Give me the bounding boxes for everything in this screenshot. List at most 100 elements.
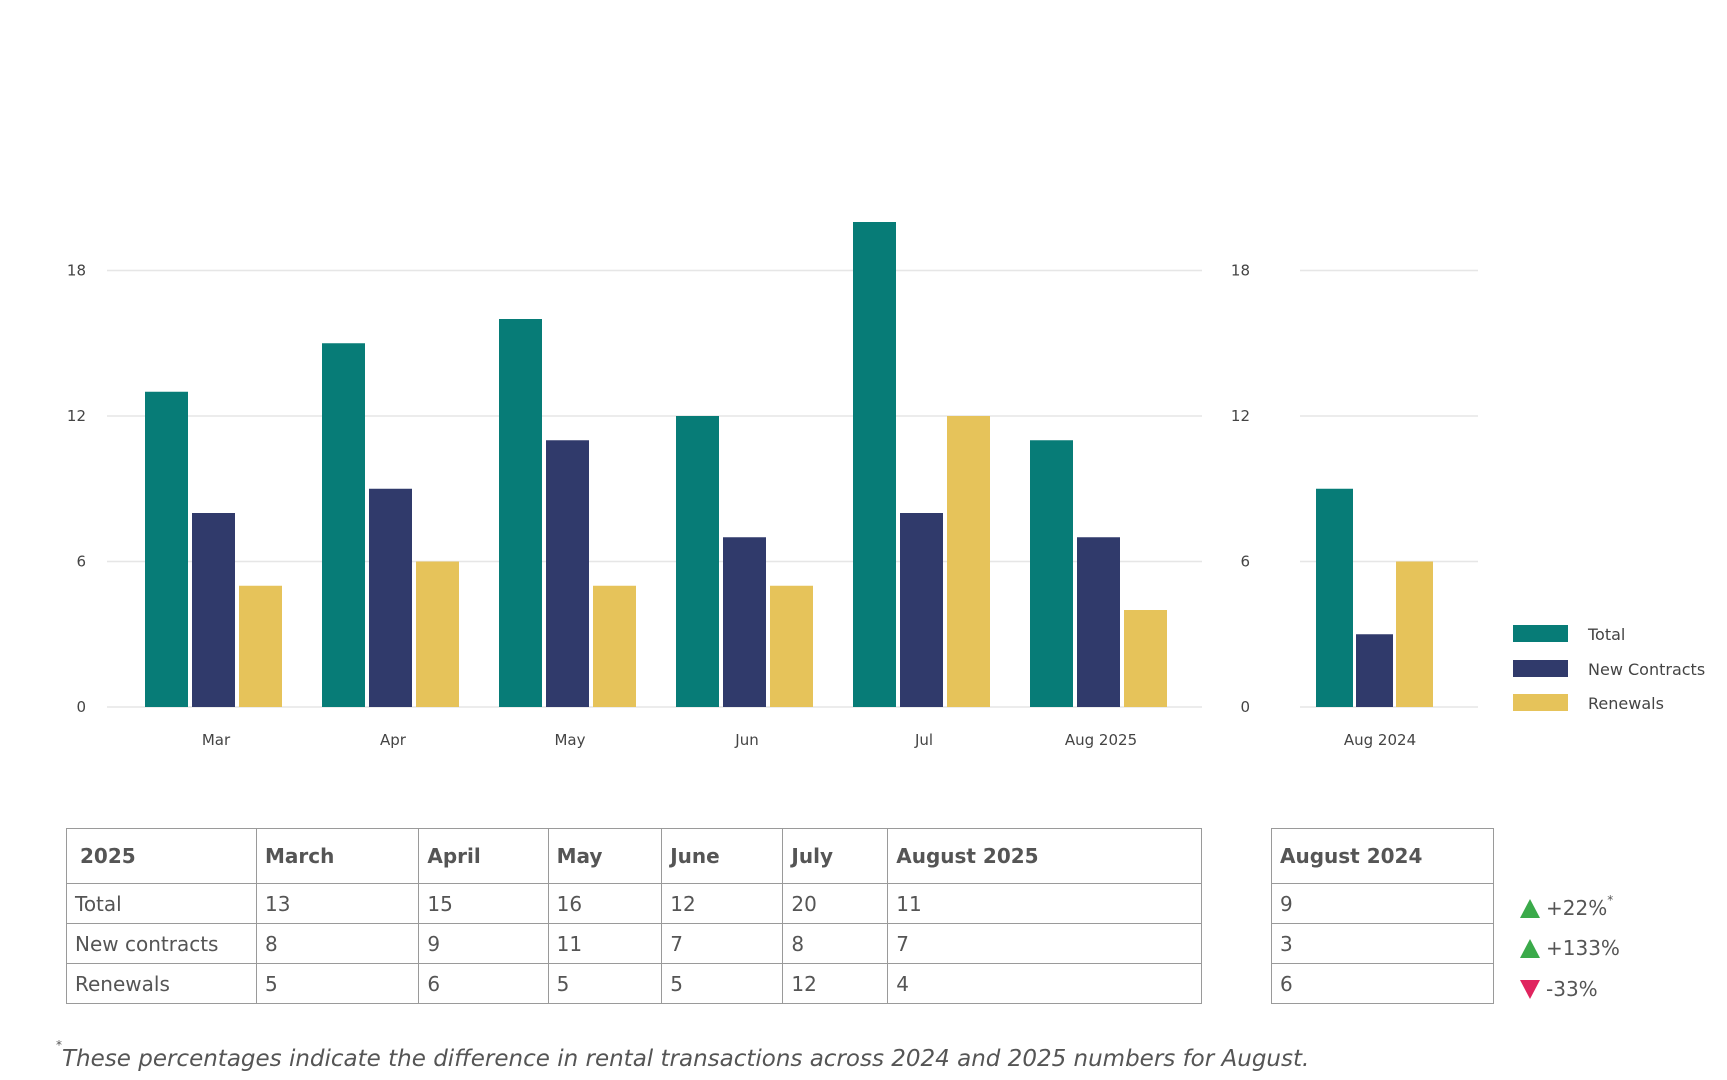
change-total: +22% * bbox=[1520, 893, 1614, 920]
change-renewals: -33% bbox=[1520, 977, 1598, 1001]
change-renewals-value: -33% bbox=[1546, 977, 1598, 1001]
legend: Total New Contracts Renewals bbox=[1513, 625, 1705, 713]
bar-renewals bbox=[1396, 561, 1433, 707]
y-tick-label: 6 bbox=[76, 553, 86, 571]
table-header-row: 2025 March April May June July August 20… bbox=[66, 828, 1202, 884]
august-2024-table: August 2024 9 3 6 bbox=[1271, 828, 1494, 1004]
table-cell: 11 bbox=[887, 883, 1202, 924]
table-cell: Renewals bbox=[66, 963, 257, 1004]
legend-swatch-total bbox=[1513, 625, 1568, 642]
table-cell: 5 bbox=[661, 963, 784, 1004]
bars bbox=[145, 222, 1433, 707]
table-header-cell: July bbox=[782, 828, 889, 884]
triangle-down-icon bbox=[1520, 979, 1540, 999]
bar-new-contracts bbox=[1356, 634, 1393, 707]
bar-total bbox=[676, 416, 719, 707]
y-tick-label: 12 bbox=[67, 407, 86, 425]
table-cell: 11 bbox=[547, 923, 663, 964]
table-header-cell: August 2025 bbox=[887, 828, 1202, 884]
table-header-cell: March bbox=[255, 828, 420, 884]
table-cell: 12 bbox=[661, 883, 784, 924]
table-row: 3 bbox=[1271, 923, 1494, 964]
table-cell: 9 bbox=[418, 923, 549, 964]
table-header-cell: June bbox=[661, 828, 784, 884]
table-row: 9 bbox=[1271, 883, 1494, 924]
x-tick-label: Aug 2025 bbox=[1065, 731, 1137, 749]
y-tick-label: 18 bbox=[67, 262, 86, 280]
bar-renewals bbox=[770, 585, 813, 707]
table-header-cell: 2025 bbox=[66, 828, 257, 884]
table-row: Renewals 5 6 5 5 12 4 bbox=[66, 963, 1202, 1004]
x-tick-label: Jul bbox=[914, 731, 933, 749]
table-cell: 12 bbox=[782, 963, 889, 1004]
bar-new-contracts bbox=[900, 513, 943, 707]
table-cell: 15 bbox=[418, 883, 549, 924]
bar-new-contracts bbox=[1077, 537, 1120, 707]
legend-swatch-new-contracts bbox=[1513, 660, 1568, 677]
change-new-contracts-value: +133% bbox=[1546, 936, 1620, 960]
table-cell: 6 bbox=[418, 963, 549, 1004]
bar-renewals bbox=[947, 416, 990, 707]
bar-total bbox=[853, 222, 896, 707]
bar-renewals bbox=[239, 585, 282, 707]
triangle-up-icon bbox=[1520, 898, 1540, 918]
legend-label-total: Total bbox=[1587, 625, 1625, 644]
bar-total bbox=[322, 343, 365, 707]
bar-renewals bbox=[1124, 610, 1167, 707]
table-cell: 20 bbox=[782, 883, 889, 924]
bar-total bbox=[1030, 440, 1073, 707]
table-cell: Total bbox=[66, 883, 257, 924]
table-cell: 7 bbox=[887, 923, 1202, 964]
table-header-cell: April bbox=[418, 828, 549, 884]
y-tick-label: 6 bbox=[1240, 553, 1250, 571]
legend-label-new-contracts: New Contracts bbox=[1588, 660, 1705, 679]
y-tick-label: 0 bbox=[1240, 698, 1250, 716]
triangle-up-icon bbox=[1520, 938, 1540, 958]
bar-new-contracts bbox=[546, 440, 589, 707]
table-cell: 16 bbox=[547, 883, 663, 924]
bar-renewals bbox=[593, 585, 636, 707]
y-tick-label: 18 bbox=[1231, 262, 1250, 280]
bar-new-contracts bbox=[192, 513, 235, 707]
table-header-cell: August 2024 bbox=[1271, 828, 1494, 884]
change-new-contracts: +133% bbox=[1520, 936, 1620, 960]
table-header-row: August 2024 bbox=[1271, 828, 1494, 884]
monthly-data-table: 2025 March April May June July August 20… bbox=[66, 828, 1202, 1004]
table-row: New contracts 8 9 11 7 8 7 bbox=[66, 923, 1202, 964]
table-cell: 8 bbox=[255, 923, 420, 964]
bar-total bbox=[145, 391, 188, 707]
bar-total bbox=[499, 319, 542, 707]
table-cell: New contracts bbox=[66, 923, 257, 964]
table-cell: 6 bbox=[1271, 963, 1494, 1004]
rental-transactions-chart: 0 6 12 18 Mar Apr May Jun Jul Aug 2025 0 6 12 18 Aug 2… bbox=[67, 222, 1705, 750]
table-row: Total 13 15 16 12 20 11 bbox=[66, 883, 1202, 924]
y-tick-label: 0 bbox=[76, 698, 86, 716]
table-cell: 5 bbox=[547, 963, 663, 1004]
bar-new-contracts bbox=[723, 537, 766, 707]
bar-total bbox=[1316, 488, 1353, 707]
footnote-text: These percentages indicate the differenc… bbox=[62, 1046, 1310, 1072]
x-tick-label: Mar bbox=[202, 731, 231, 749]
x-tick-label: May bbox=[554, 731, 585, 749]
legend-swatch-renewals bbox=[1513, 694, 1568, 711]
table-cell: 8 bbox=[782, 923, 889, 964]
bar-new-contracts bbox=[369, 488, 412, 707]
table-cell: 7 bbox=[661, 923, 784, 964]
table-row: 6 bbox=[1271, 963, 1494, 1004]
x-tick-label: Apr bbox=[380, 731, 407, 749]
tick-labels: 0 6 12 18 Mar Apr May Jun Jul Aug 2025 0 6 12 18 Aug 2… bbox=[67, 262, 1416, 750]
footnote-asterisk: * bbox=[56, 1038, 62, 1052]
footnote: *These percentages indicate the differen… bbox=[56, 1038, 1310, 1072]
table-cell: 5 bbox=[255, 963, 420, 1004]
bar-renewals bbox=[416, 561, 459, 707]
asterisk-mark: * bbox=[1607, 893, 1614, 907]
table-cell: 4 bbox=[887, 963, 1202, 1004]
table-cell: 3 bbox=[1271, 923, 1494, 964]
x-tick-label: Aug 2024 bbox=[1344, 731, 1416, 749]
change-total-value: +22% bbox=[1546, 896, 1608, 920]
legend-label-renewals: Renewals bbox=[1588, 694, 1664, 713]
table-header-cell: May bbox=[547, 828, 663, 884]
x-tick-label: Jun bbox=[734, 731, 758, 749]
table-cell: 13 bbox=[255, 883, 420, 924]
table-cell: 9 bbox=[1271, 883, 1494, 924]
